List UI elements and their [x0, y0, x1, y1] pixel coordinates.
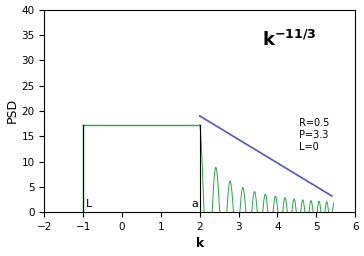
X-axis label: k: k: [195, 238, 204, 250]
Text: L: L: [86, 199, 92, 209]
Text: R=0.5
P=3.3
L=0: R=0.5 P=3.3 L=0: [299, 119, 329, 152]
Text: $\bf{k}^{-11/3}$: $\bf{k}^{-11/3}$: [262, 30, 317, 50]
Text: a: a: [191, 199, 198, 209]
Y-axis label: PSD: PSD: [5, 98, 19, 123]
